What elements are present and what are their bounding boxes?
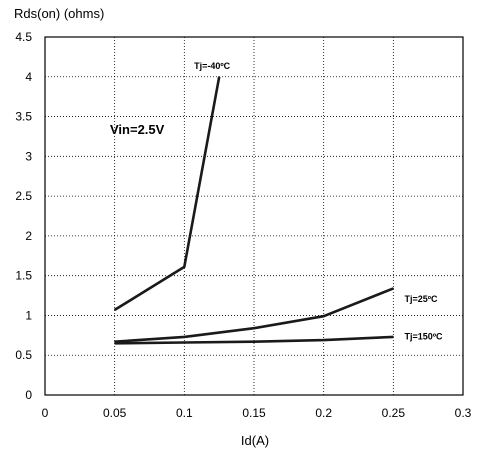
y-tick-label: 2 xyxy=(25,229,32,243)
x-tick-label: 0 xyxy=(42,406,49,420)
x-tick-label: 0.15 xyxy=(242,406,266,420)
series-label-3: Tj=150ºC xyxy=(404,331,443,341)
plot-area xyxy=(44,36,464,396)
y-tick-label: 3 xyxy=(25,149,32,163)
data-point xyxy=(392,336,394,338)
vin-annotation: Vin=2.5V xyxy=(110,122,165,137)
series-label-1: Tj=-40ºC xyxy=(194,61,231,71)
y-tick-label: 4 xyxy=(25,70,32,84)
series-labels: Tj=-40ºC Tj=25ºC Tj=150ºC xyxy=(194,61,443,341)
y-tick-label: 4.5 xyxy=(15,30,32,44)
x-axis-ticks: 0 0.05 0.1 0.15 0.2 0.25 0.3 xyxy=(42,406,472,420)
x-tick-label: 0.25 xyxy=(382,406,406,420)
data-point xyxy=(392,287,394,289)
series-group xyxy=(114,76,394,345)
data-point xyxy=(323,339,325,341)
y-tick-label: 3.5 xyxy=(15,110,32,124)
y-tick-label: 1.5 xyxy=(15,269,32,283)
y-axis-ticks: 0 0.5 1 1.5 2 2.5 3 3.5 4 4.5 xyxy=(15,30,32,402)
data-point xyxy=(323,315,325,317)
data-point xyxy=(218,76,220,78)
x-tick-label: 0.3 xyxy=(455,406,472,420)
data-point xyxy=(114,309,116,311)
series-line-1 xyxy=(114,76,221,312)
x-tick-label: 0.2 xyxy=(315,406,332,420)
y-axis-title: Rds(on) (ohms) xyxy=(14,6,104,21)
data-point xyxy=(183,341,185,344)
x-axis-title: Id(A) xyxy=(241,433,269,448)
data-point xyxy=(253,327,255,329)
grid xyxy=(45,37,463,395)
data-point xyxy=(114,342,116,344)
data-point xyxy=(253,341,255,343)
data-point xyxy=(183,336,185,338)
series-label-2: Tj=25ºC xyxy=(404,294,438,304)
y-tick-label: 1 xyxy=(25,308,32,322)
y-tick-label: 2.5 xyxy=(15,189,32,203)
y-tick-label: 0.5 xyxy=(15,348,32,362)
y-tick-label: 0 xyxy=(25,388,32,402)
data-point xyxy=(183,266,185,268)
x-tick-label: 0.05 xyxy=(103,406,127,420)
x-tick-label: 0.1 xyxy=(176,406,193,420)
